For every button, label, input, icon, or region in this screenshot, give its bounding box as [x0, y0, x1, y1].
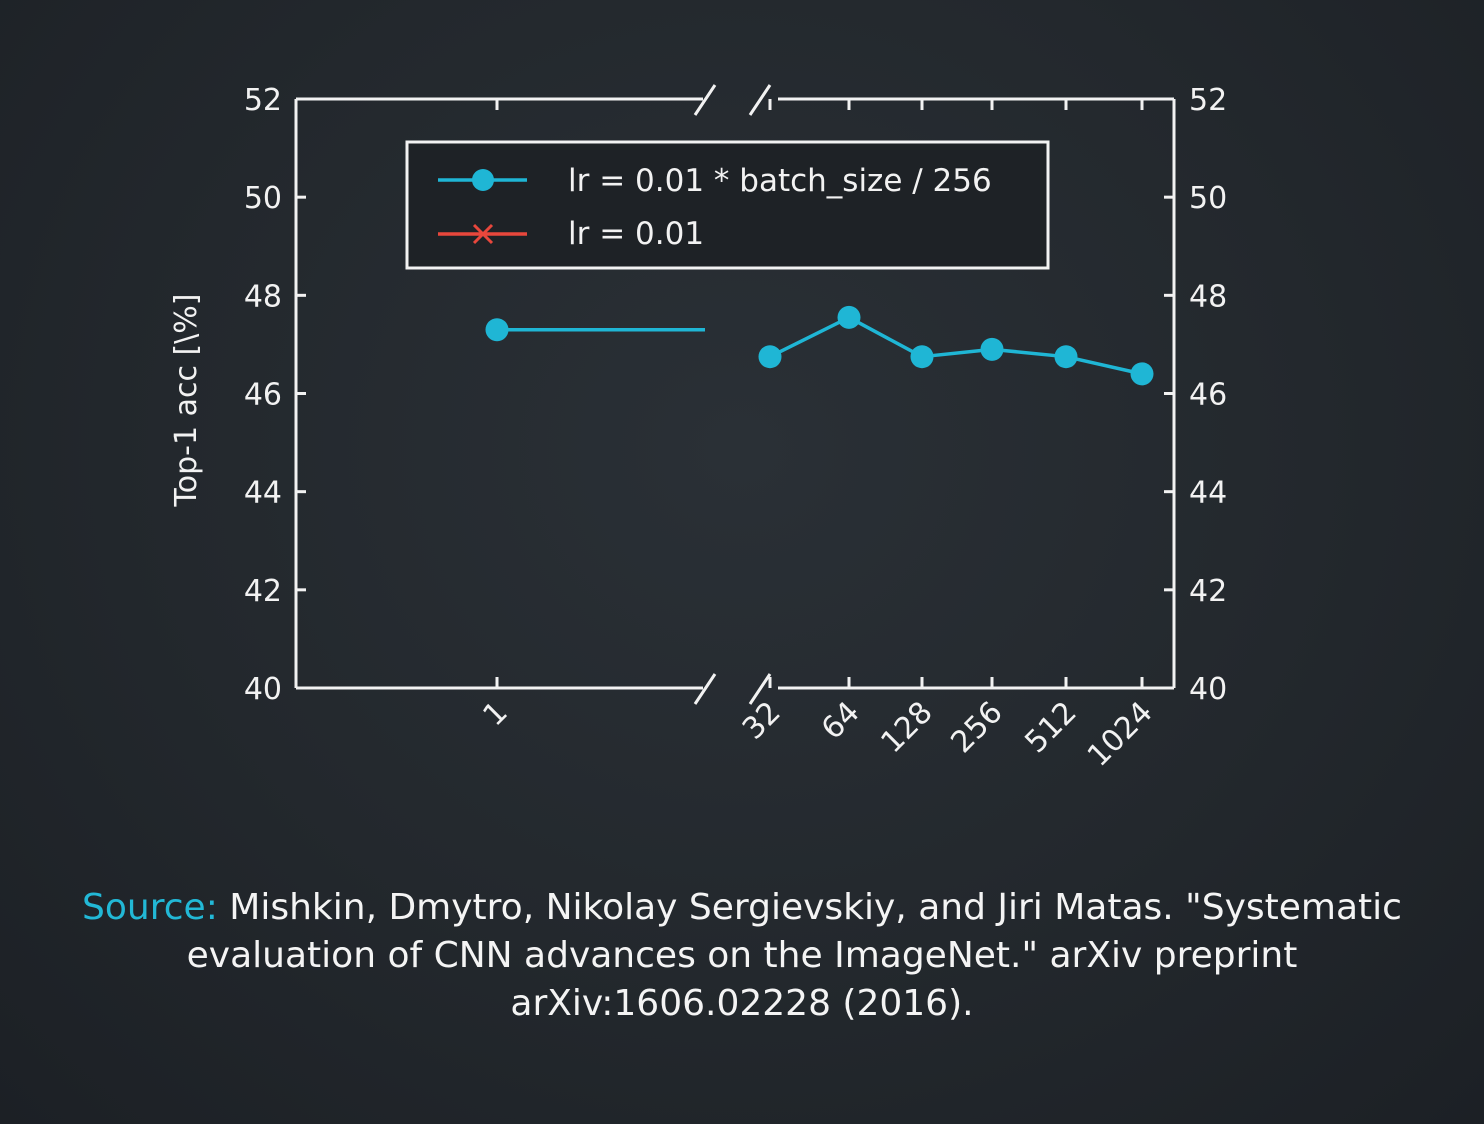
source-label: Source: — [82, 887, 218, 928]
series-line — [769, 315, 1143, 376]
y-tick-label-left: 52 — [244, 83, 282, 118]
y-tick-label-left: 48 — [244, 279, 282, 314]
y-tick-label-right: 46 — [1189, 378, 1227, 413]
x-tick-label: 512 — [1018, 695, 1083, 760]
x-tick-label: 128 — [874, 695, 939, 760]
source-text: Mishkin, Dmytro, Nikolay Sergievskiy, an… — [186, 887, 1402, 1024]
legend-label-series-2: lr = 0.01 — [568, 216, 704, 252]
x-tick-label: 1024 — [1081, 695, 1160, 774]
x-tick-label: 64 — [815, 695, 867, 747]
data-point — [910, 345, 934, 369]
y-tick-label-left: 42 — [244, 574, 282, 609]
legend-marker-circle — [472, 169, 494, 191]
data-point — [1130, 362, 1154, 386]
y-tick-label-left: 40 — [244, 672, 282, 707]
y-tick-label-left: 44 — [244, 476, 282, 511]
y-tick-label-left: 46 — [244, 378, 282, 413]
data-point — [980, 337, 1004, 361]
axis-break-mark — [748, 84, 772, 116]
y-tick-label-right: 40 — [1189, 672, 1227, 707]
legend-box — [405, 140, 1050, 270]
legend-marker-x — [472, 223, 494, 245]
y-tick-label-right: 42 — [1189, 574, 1227, 609]
chart-ticks: 40 40 42 42 44 44 46 46 48 48 50 50 52 52 1 32 64 128 256 5… — [244, 83, 1227, 774]
x-tick-label: 32 — [736, 695, 788, 747]
data-point — [837, 305, 861, 329]
axis-break-mark — [693, 84, 717, 116]
x-tick-label: 256 — [944, 695, 1009, 760]
chart: 40 40 42 42 44 44 46 46 48 48 50 50 52 52 1 32 64 128 256 5… — [169, 83, 1227, 774]
y-axis-label: Top-1 acc [\%] — [169, 293, 204, 507]
y-tick-label-left: 50 — [244, 181, 282, 216]
y-tick-label-right: 52 — [1189, 83, 1227, 118]
chart-legend: lr = 0.01 * batch_size / 256 lr = 0.01 — [405, 140, 1050, 270]
data-point — [1054, 345, 1078, 369]
y-tick-label-right: 44 — [1189, 476, 1227, 511]
legend-label-series-1: lr = 0.01 * batch_size / 256 — [568, 163, 992, 199]
source-caption: Source: Mishkin, Dmytro, Nikolay Sergiev… — [60, 884, 1424, 1028]
data-point — [758, 345, 782, 369]
y-tick-label-right: 48 — [1189, 279, 1227, 314]
axis-break-mark — [748, 673, 772, 705]
data-point — [485, 318, 509, 342]
chart-series — [485, 305, 1154, 386]
x-tick-label: 1 — [476, 695, 514, 733]
axis-break-mark — [693, 673, 717, 705]
y-tick-label-right: 50 — [1189, 181, 1227, 216]
